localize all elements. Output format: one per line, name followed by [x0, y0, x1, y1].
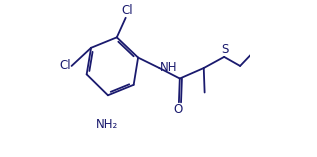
Text: Cl: Cl [121, 4, 133, 17]
Text: Cl: Cl [59, 60, 71, 73]
Text: S: S [221, 43, 228, 56]
Text: NH: NH [160, 61, 178, 74]
Text: NH₂: NH₂ [96, 118, 118, 131]
Text: O: O [173, 103, 183, 116]
